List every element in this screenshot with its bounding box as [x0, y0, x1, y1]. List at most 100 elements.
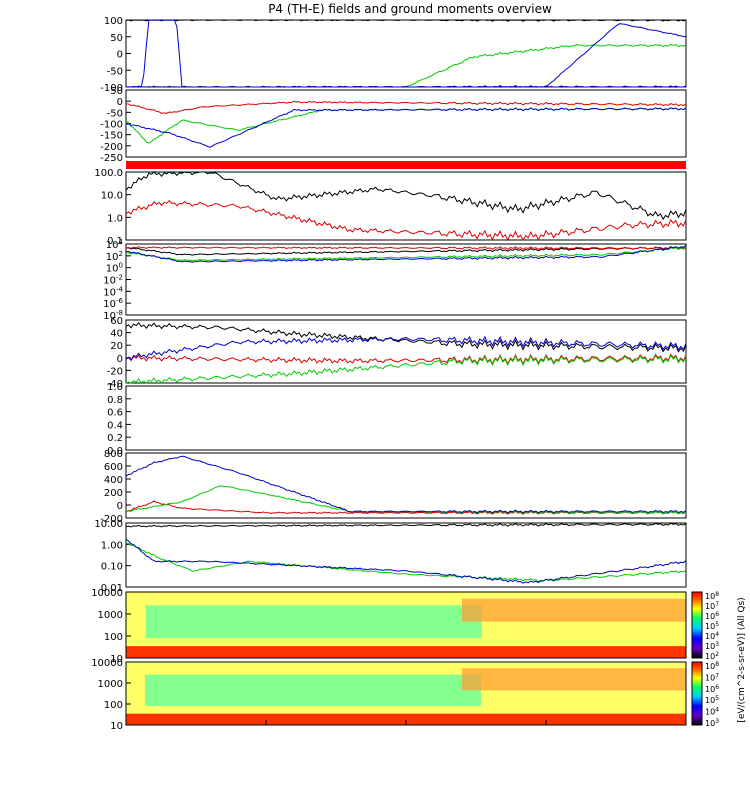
colorbar-tick-label: 103 — [705, 641, 719, 651]
panel-frame — [125, 171, 687, 241]
series-line-green — [125, 354, 687, 384]
panel-frame — [125, 452, 687, 519]
y-tick-label: 0.01 — [101, 583, 123, 594]
colorbar-tick-label: 104 — [705, 631, 719, 641]
y-tick-label: 10000 — [91, 658, 123, 669]
y-tick-label: 50 — [110, 33, 123, 44]
y-tick-label: 1.0 — [107, 213, 123, 224]
spectrogram-band-mid — [145, 605, 482, 639]
y-tick-label: 100 — [104, 700, 123, 711]
spectrogram-band-low — [126, 713, 686, 725]
series-line-blue — [125, 19, 687, 88]
y-tick-label: 0 — [117, 501, 123, 512]
y-tick-label: 40 — [110, 329, 123, 340]
spectrogram-band-low — [126, 646, 686, 658]
y-tick-label: 0.10 — [101, 562, 123, 573]
colorbar-tick-label: 103 — [705, 718, 719, 728]
series-line-red — [125, 246, 687, 250]
colorbar-tick-label: 106 — [705, 684, 719, 694]
y-tick-label: 0 — [117, 50, 123, 61]
y-tick-label: 10 — [110, 654, 123, 665]
y-tick-label: 50 — [110, 86, 123, 97]
y-tick-label: 0.1 — [107, 236, 123, 247]
y-tick-label: -100 — [100, 120, 123, 131]
panel-2: 500-50-100-150-200-250 — [100, 86, 687, 164]
y-tick-label: 100.0 — [94, 168, 123, 179]
series-line-blue — [126, 244, 687, 263]
series-line-blue — [125, 455, 687, 514]
colorbar-2 — [691, 661, 703, 726]
colorbar-tick-label: 102 — [705, 651, 719, 661]
y-tick-label: -100 — [100, 83, 123, 94]
y-tick-label: -40 — [107, 379, 123, 390]
y-tick-label: 0 — [117, 97, 123, 108]
y-tick-label: -150 — [100, 131, 123, 142]
colorbar-label: [eV/(cm^2-s-sr-eV)] (All Qs) — [737, 597, 747, 722]
y-tick-label: 600 — [104, 462, 123, 473]
panel-frame — [125, 591, 687, 659]
colorbar-tick-label: 108 — [705, 661, 719, 671]
y-tick-label: -250 — [100, 153, 123, 164]
y-tick-label: 1.0 — [107, 382, 123, 393]
y-tick-label: 0.8 — [107, 395, 123, 406]
colorbar-1 — [691, 591, 703, 659]
panel-1: 100 50 0 -50 -100 — [100, 16, 687, 94]
y-tick-label: 1.00 — [101, 540, 123, 551]
series-line-blue — [125, 538, 687, 584]
y-tick-label: 0.6 — [107, 408, 123, 419]
y-tick-label: -20 — [107, 366, 123, 377]
panel-9: 10000 1000 100 10 — [91, 588, 687, 665]
colorbar-tick-label: 105 — [705, 621, 719, 631]
y-tick-label: 1000 — [98, 610, 123, 621]
chart-title: P4 (TH-E) fields and ground moments over… — [268, 2, 552, 16]
spectrogram-band-high — [462, 668, 686, 691]
series-line-black — [125, 522, 687, 528]
panel-frame — [125, 19, 687, 88]
y-tick-label: 1000 — [98, 679, 123, 690]
series-line-black — [125, 171, 687, 221]
series-line-blue — [125, 335, 687, 361]
series-line-green — [125, 542, 687, 583]
colorbar-tick-label: 107 — [705, 601, 719, 611]
y-tick-label: 10.0 — [101, 191, 123, 202]
y-tick-label: 800 — [104, 449, 123, 460]
series-line-green — [125, 246, 687, 262]
y-tick-label: -50 — [107, 66, 123, 77]
colorbar-tick-label: 104 — [705, 707, 719, 717]
series-line-blue-extra — [126, 23, 687, 88]
series-line-black — [125, 19, 687, 22]
panel-10: 10000 1000 100 10 — [91, 658, 687, 732]
panel-frame — [125, 522, 687, 588]
flag-bar — [126, 161, 686, 169]
panel-3: 100.0 10.0 1.0 0.1 — [94, 168, 687, 247]
y-tick-label: 0.2 — [107, 433, 123, 444]
y-tick-label: 10000 — [91, 588, 123, 599]
spectrogram-band-high — [462, 598, 686, 622]
y-tick-label: 20 — [110, 341, 123, 352]
panel-frame — [125, 385, 687, 451]
y-tick-label: 100 — [104, 16, 123, 27]
y-tick-label: -50 — [107, 108, 123, 119]
y-tick-label: 100 — [104, 632, 123, 643]
colorbar-tick-label: 106 — [705, 611, 719, 621]
panel-8: 10.00 1.00 0.10 0.01 — [94, 519, 687, 594]
panel-frame — [125, 319, 687, 384]
y-tick-label: 0.4 — [107, 420, 123, 431]
series-line-red — [125, 100, 687, 114]
colorbar-tick-label: 108 — [705, 591, 719, 601]
y-tick-label: 200 — [104, 488, 123, 499]
series-line-green — [125, 43, 687, 88]
series-line-black — [125, 246, 687, 256]
y-tick-label: 0 — [117, 354, 123, 365]
panel-6: 1.0 0.8 0.60.4 0.2 0.0 — [107, 382, 687, 457]
y-tick-label: 0.0 — [107, 446, 123, 457]
series-line-red — [125, 353, 687, 366]
y-tick-label: 10 — [110, 721, 123, 732]
series-line-red — [125, 199, 687, 242]
series-line-black — [125, 321, 687, 353]
y-tick-label: -200 — [100, 142, 123, 153]
series-line-blue — [125, 107, 687, 148]
